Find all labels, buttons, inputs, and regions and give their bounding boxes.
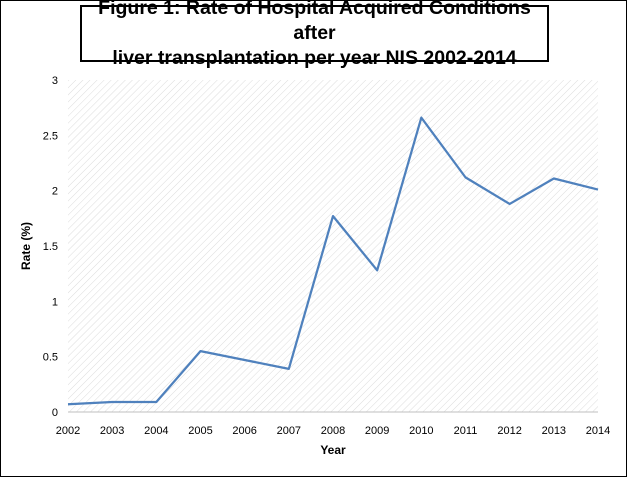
y-tick-label: 2 bbox=[52, 186, 58, 198]
y-tick-label: 0 bbox=[52, 407, 58, 419]
x-axis-title: Year bbox=[320, 443, 346, 457]
x-tick-label: 2008 bbox=[321, 425, 345, 437]
y-axis-title: Rate (%) bbox=[19, 222, 33, 270]
x-tick-label: 2012 bbox=[497, 425, 521, 437]
y-tick-label: 3 bbox=[52, 75, 58, 87]
y-tick-label: 2.5 bbox=[43, 130, 58, 142]
y-tick-label: 0.5 bbox=[43, 352, 58, 364]
chart-title-line-2: liver transplantation per year NIS 2002-… bbox=[112, 47, 517, 69]
x-tick-label: 2013 bbox=[542, 425, 566, 437]
x-tick-label: 2010 bbox=[409, 425, 433, 437]
x-tick-label: 2014 bbox=[586, 425, 610, 437]
x-tick-label: 2004 bbox=[144, 425, 168, 437]
chart-title-line-1: Figure 1: Rate of Hospital Acquired Cond… bbox=[98, 0, 531, 44]
x-tick-label: 2007 bbox=[277, 425, 301, 437]
x-tick-label: 2002 bbox=[56, 425, 80, 437]
x-tick-label: 2005 bbox=[188, 425, 212, 437]
x-tick-label: 2003 bbox=[100, 425, 124, 437]
plot-area bbox=[68, 80, 598, 412]
y-tick-label: 1 bbox=[52, 296, 58, 308]
x-tick-label: 2006 bbox=[232, 425, 256, 437]
y-tick-label: 1.5 bbox=[43, 241, 58, 253]
series-line bbox=[67, 116, 599, 406]
x-tick-label: 2011 bbox=[454, 425, 478, 437]
chart-title-box: Figure 1: Rate of Hospital Acquired Cond… bbox=[80, 0, 549, 69]
x-tick-label: 2009 bbox=[365, 425, 389, 437]
